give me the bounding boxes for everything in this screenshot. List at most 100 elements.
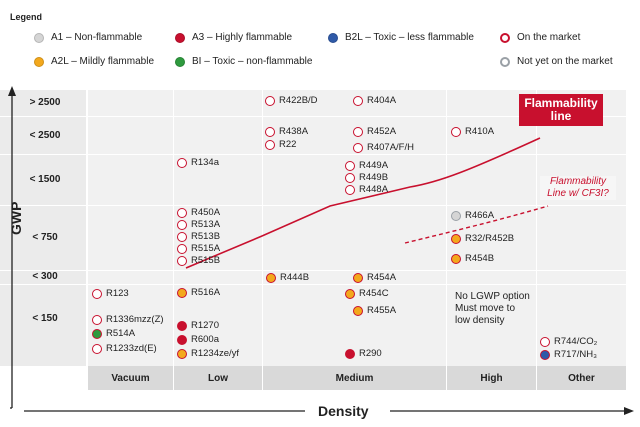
legend-title: Legend bbox=[10, 12, 43, 22]
legend-item-b2l: B2L – Toxic – less flammable bbox=[328, 32, 474, 43]
legend-item-on-market: On the market bbox=[500, 32, 580, 43]
refrigerant-item: R515A bbox=[177, 243, 220, 254]
refrigerant-item: R600a bbox=[177, 334, 219, 345]
refrigerant-item: R1336mzz(Z) bbox=[92, 314, 164, 325]
bi-marker-icon bbox=[92, 328, 102, 339]
refrigerant-item: R444B bbox=[266, 272, 309, 283]
legend-label: A1 – Non-flammable bbox=[51, 32, 143, 43]
row-label: > 2500 bbox=[29, 97, 61, 108]
refrigerant-item: R450A bbox=[177, 207, 220, 218]
grid-line bbox=[0, 284, 626, 285]
x-axis-title: Density bbox=[318, 403, 369, 419]
row-label: < 150 bbox=[32, 313, 58, 324]
flammability-line-callout: Flammability line bbox=[519, 94, 603, 126]
bi-swatch-icon bbox=[175, 56, 185, 67]
refrigerant-item: R410A bbox=[451, 126, 494, 137]
y-axis-title: GWP bbox=[8, 201, 24, 235]
a2l-marker-icon bbox=[177, 348, 187, 359]
refrigerant-item: R407A/F/H bbox=[353, 142, 414, 153]
column-label: High bbox=[480, 373, 503, 384]
low-gwp-note: No LGWP option Must move to low density bbox=[455, 291, 530, 327]
a1-marker-icon bbox=[451, 126, 461, 137]
refrigerant-item: R516A bbox=[177, 287, 220, 298]
a1-marker-icon bbox=[177, 219, 187, 230]
a1-marker-icon bbox=[177, 243, 187, 254]
refrigerant-item: R32/R452B bbox=[451, 233, 514, 244]
a1-marker-icon bbox=[353, 142, 363, 153]
note-line: Must move to bbox=[455, 303, 516, 314]
a2l-marker-icon bbox=[451, 253, 461, 264]
column-label: Vacuum bbox=[111, 373, 150, 384]
grid-line bbox=[446, 90, 447, 390]
legend-item-not-yet: Not yet on the market bbox=[500, 56, 613, 67]
refrigerant-item: R513A bbox=[177, 219, 220, 230]
a2l-marker-icon bbox=[353, 305, 363, 316]
red-ring-icon bbox=[500, 32, 510, 43]
row-label-column bbox=[0, 90, 86, 366]
a1-marker-icon bbox=[177, 231, 187, 242]
refrigerant-item: R422B/D bbox=[265, 95, 318, 106]
a1-marker-icon bbox=[345, 172, 355, 183]
refrigerant-item: R717/NH₃ bbox=[540, 349, 597, 360]
a2l-marker-icon bbox=[266, 272, 276, 283]
column-label: Other bbox=[568, 373, 595, 384]
grid-line bbox=[0, 116, 626, 117]
refrigerant-item: R134a bbox=[177, 157, 219, 168]
a1-marker-icon bbox=[92, 343, 102, 354]
legend-label: A2L – Mildly flammable bbox=[51, 56, 155, 67]
refrigerant-item: R744/CO₂ bbox=[540, 336, 597, 347]
row-label: < 750 bbox=[32, 232, 58, 243]
a2l-marker-icon bbox=[353, 272, 363, 283]
cf3i-callout-line1: Flammability bbox=[549, 176, 607, 187]
legend-item-a2l: A2L – Mildly flammable bbox=[34, 56, 154, 67]
refrigerant-item: R1270 bbox=[177, 320, 219, 331]
note-line: No LGWP option bbox=[455, 291, 530, 302]
a1-marker-icon bbox=[177, 255, 187, 266]
a1-marker-icon bbox=[265, 95, 275, 106]
a1-marker-icon bbox=[177, 207, 187, 218]
row-label: < 2500 bbox=[29, 130, 61, 141]
cf3i-callout-line2: Line w/ CF3I? bbox=[547, 188, 609, 199]
gray-ring-icon bbox=[500, 56, 510, 67]
row-label: < 1500 bbox=[29, 174, 61, 185]
a1-marker-icon bbox=[353, 95, 363, 106]
column-label: Medium bbox=[335, 373, 374, 384]
refrigerant-item: R448A bbox=[345, 184, 388, 195]
refrigerant-item: R290 bbox=[345, 348, 382, 359]
column-label: Low bbox=[208, 373, 228, 384]
a1-marker-icon bbox=[177, 157, 187, 168]
note-line: low density bbox=[455, 315, 505, 326]
refrigerant-item: R454C bbox=[345, 288, 389, 299]
legend-label: On the market bbox=[517, 32, 581, 43]
a1-marker-icon bbox=[353, 126, 363, 137]
a1-marker-icon bbox=[92, 288, 102, 299]
legend-item-a3: A3 – Highly flammable bbox=[175, 32, 292, 43]
refrigerant-item: R514A bbox=[92, 328, 135, 339]
b2l-swatch-icon bbox=[328, 32, 338, 43]
refrigerant-item: R123 bbox=[92, 288, 129, 299]
cf3i-line-callout: Flammability Line w/ CF3I? bbox=[540, 176, 616, 200]
a1-swatch-icon bbox=[34, 32, 44, 43]
refrigerant-item: R515B bbox=[177, 255, 220, 266]
legend-label: Not yet on the market bbox=[517, 56, 613, 67]
legend-item-a1: A1 – Non-flammable bbox=[34, 32, 142, 43]
b2l-marker-icon bbox=[540, 349, 550, 360]
refrigerant-item: R22 bbox=[265, 139, 296, 150]
refrigerant-item: R513B bbox=[177, 231, 220, 242]
a1-marker-icon bbox=[265, 126, 275, 137]
grid-line bbox=[0, 205, 626, 206]
refrigerant-item: R1234ze/yf bbox=[177, 348, 239, 359]
a1-marker-icon bbox=[345, 184, 355, 195]
row-label: < 300 bbox=[32, 271, 58, 282]
refrigerant-item: R454A bbox=[353, 272, 396, 283]
a1-marker-icon bbox=[540, 336, 550, 347]
grid-line bbox=[536, 90, 537, 390]
a3-swatch-icon bbox=[175, 32, 185, 43]
refrigerant-item: R449B bbox=[345, 172, 388, 183]
a1-marker-icon bbox=[265, 139, 275, 150]
a1-not-yet-marker-icon bbox=[451, 210, 461, 221]
a2l-marker-icon bbox=[345, 288, 355, 299]
legend-label: A3 – Highly flammable bbox=[192, 32, 293, 43]
a3-marker-icon bbox=[177, 320, 187, 331]
